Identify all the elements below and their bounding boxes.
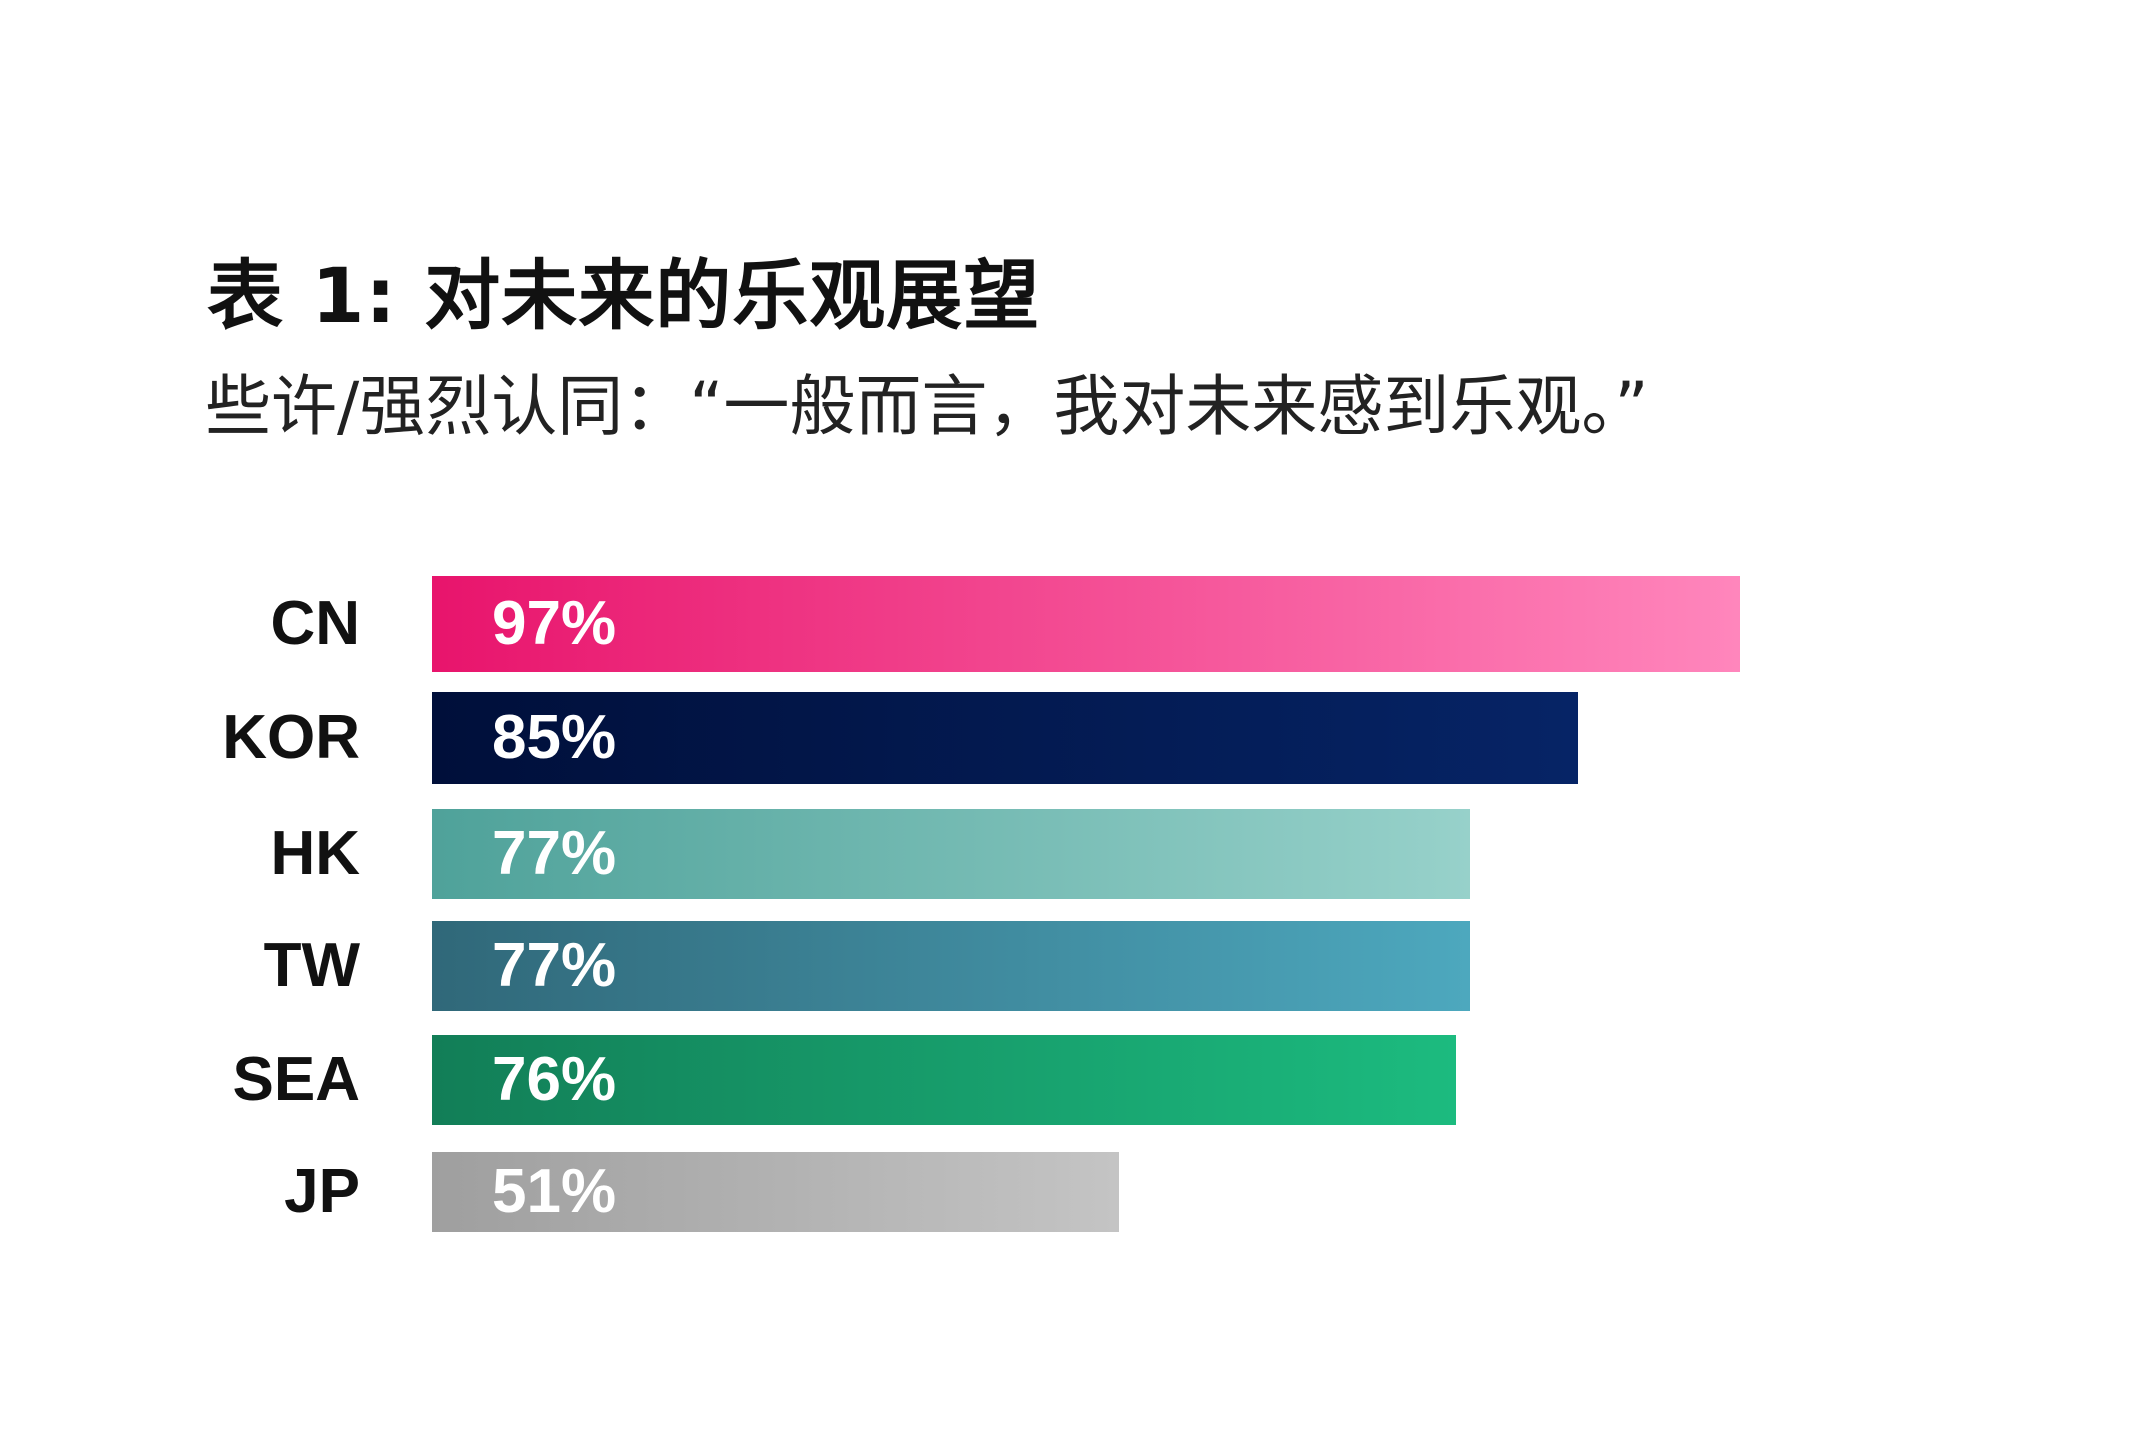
value-label-sea: 76% <box>492 1045 617 1114</box>
bar-jp <box>432 1152 1120 1232</box>
bar-cn <box>432 576 1740 672</box>
bar-hk <box>432 809 1470 899</box>
category-label-hk: HK <box>270 819 360 888</box>
bar-kor <box>432 692 1578 784</box>
chart-subtitle: 些许/强烈认同：“一般而言，我对未来感到乐观。” <box>205 368 1649 445</box>
category-label-sea: SEA <box>232 1045 360 1114</box>
category-label-cn: CN <box>270 589 360 658</box>
value-label-jp: 51% <box>492 1157 617 1226</box>
category-label-jp: JP <box>284 1157 360 1226</box>
bar-sea <box>432 1035 1457 1125</box>
value-label-cn: 97% <box>492 589 617 658</box>
chart-title: 表 1: 对未来的乐观展望 <box>207 251 1041 340</box>
value-label-hk: 77% <box>492 819 617 888</box>
value-label-tw: 77% <box>492 931 617 1000</box>
category-label-tw: TW <box>263 931 360 1000</box>
value-label-kor: 85% <box>492 703 617 772</box>
bar-tw <box>432 921 1470 1011</box>
category-label-kor: KOR <box>222 703 360 772</box>
